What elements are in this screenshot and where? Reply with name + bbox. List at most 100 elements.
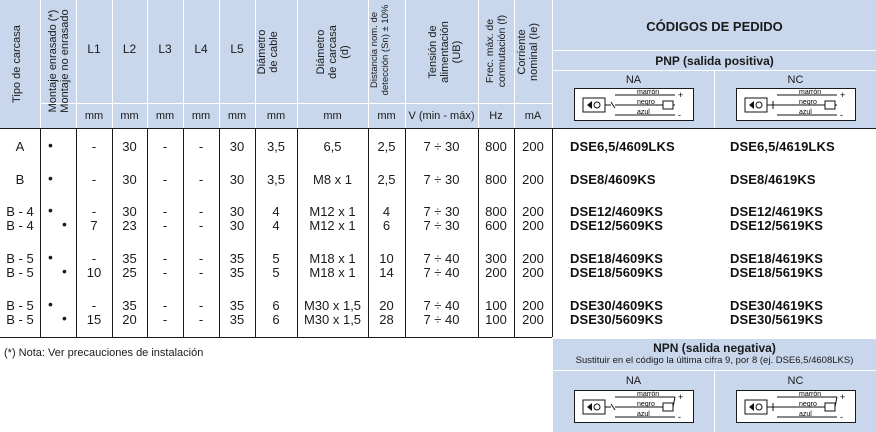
- code-na: DSE12/5609KS: [570, 218, 663, 233]
- cell-l5: 35: [229, 265, 245, 280]
- cell-l3: -: [162, 172, 168, 187]
- cell-tension: 7 ÷ 40: [423, 251, 460, 266]
- npn-nc-plus: +: [840, 392, 845, 402]
- cell-diametro-cable: 3,5: [266, 172, 286, 187]
- code-na: DSE30/4609KS: [570, 298, 663, 313]
- cell-l1: -: [91, 139, 97, 154]
- footnote: (*) Nota: Ver precauciones de instalació…: [4, 347, 204, 359]
- code-na: DSE12/4609KS: [570, 204, 663, 219]
- pnp-na-plus: +: [678, 90, 683, 100]
- cell-frecuencia: 600: [485, 218, 507, 233]
- cell-l3: -: [162, 251, 168, 266]
- cell-l2: 35: [122, 298, 137, 313]
- header-diametro-cable-2: de cable: [268, 31, 280, 73]
- header-l2: L2: [122, 42, 137, 56]
- cell-diametro-carcasa: M12 x 1: [309, 204, 356, 219]
- cell-tipo: B: [15, 172, 25, 187]
- cell-frecuencia: 800: [485, 204, 507, 219]
- npn-nc-wire-azul: azul: [799, 411, 812, 418]
- header-montaje-no-enrasado: Montaje no enrasado: [59, 9, 71, 113]
- cell-tipo: B - 4: [6, 218, 34, 233]
- cell-frecuencia: 200: [485, 265, 507, 280]
- cell-l2: 30: [122, 139, 137, 154]
- mount-flush-dot: •: [48, 137, 53, 153]
- cell-diametro-carcasa: 6,5: [323, 139, 342, 154]
- cell-distancia: 2,5: [377, 139, 396, 154]
- cell-l3: -: [162, 298, 168, 313]
- cell-l1: 7: [90, 218, 98, 233]
- cell-distancia: 2,5: [377, 172, 396, 187]
- code-nc: DSE12/4619KS: [730, 204, 823, 219]
- pnp-nc-minus: -: [840, 110, 843, 120]
- cell-distancia: 6: [382, 218, 391, 233]
- cell-corriente: 200: [522, 204, 544, 219]
- pnp-nc-plus: +: [840, 90, 845, 100]
- npn-na-label: NA: [625, 375, 642, 387]
- mount-flush-dot: •: [48, 170, 53, 186]
- header-tension-1: Tensión de: [427, 25, 439, 79]
- header-l1: L1: [87, 42, 101, 56]
- cell-distancia: 20: [379, 298, 394, 313]
- pnp-na-wire-azul: azul: [637, 109, 650, 116]
- npn-na-wire-negro: negro: [637, 401, 655, 408]
- cell-frecuencia: 300: [485, 251, 507, 266]
- unit-frec: Hz: [489, 110, 503, 122]
- header-distancia-2: detección (Sn) ± 10%: [380, 4, 391, 96]
- mount-nonflush-dot: •: [62, 310, 67, 326]
- cell-l2: 25: [122, 265, 137, 280]
- header-l3: L3: [158, 42, 172, 56]
- header-diametro-carcasa-1: Diámetro: [315, 29, 327, 75]
- cell-corriente: 200: [522, 251, 544, 266]
- codigos-title: CÓDIGOS DE PEDIDO: [646, 19, 783, 34]
- npn-title: NPN (salida negativa): [653, 341, 776, 355]
- cell-l4: -: [198, 204, 204, 219]
- mount-flush-dot: •: [48, 202, 53, 218]
- cell-distancia: 28: [379, 312, 394, 327]
- cell-tension: 7 ÷ 40: [423, 265, 460, 280]
- cell-l5: 35: [229, 312, 245, 327]
- code-na: DSE18/5609KS: [570, 265, 663, 280]
- cell-l2: 30: [122, 172, 137, 187]
- cell-tipo: B - 5: [6, 251, 34, 266]
- header-diametro-carcasa-3: (d): [339, 45, 351, 59]
- npn-na-schematic: marrón negro azul + -: [574, 390, 694, 423]
- unit-l1: mm: [84, 110, 104, 122]
- cell-tension: 7 ÷ 40: [423, 312, 460, 327]
- cell-tension: 7 ÷ 30: [423, 172, 460, 187]
- unit-l3: mm: [155, 110, 175, 122]
- npn-na-minus: -: [678, 412, 681, 422]
- code-nc: DSE30/4619KS: [730, 298, 823, 313]
- cell-l4: -: [198, 265, 204, 280]
- pnp-nc-schematic: marrón negro azul + -: [736, 88, 856, 121]
- header-diametro-carcasa-2: de carcasa: [327, 25, 339, 79]
- pnp-title: PNP (salida positiva): [655, 54, 774, 68]
- cell-tipo: B - 5: [6, 312, 34, 327]
- cell-diametro-cable: 6: [272, 312, 280, 327]
- cell-frecuencia: 800: [485, 139, 507, 154]
- code-na: DSE6,5/4609LKS: [570, 139, 675, 154]
- code-nc: DSE18/4619KS: [730, 251, 823, 266]
- unit-l2: mm: [120, 110, 139, 122]
- mount-nonflush-dot: •: [62, 263, 67, 279]
- cell-l2: 20: [122, 312, 137, 327]
- cell-diametro-cable: 4: [272, 218, 280, 233]
- cell-l5: 30: [229, 204, 245, 219]
- header-frec-2: conmutación (f): [496, 14, 508, 88]
- cell-tipo: B - 4: [6, 204, 34, 219]
- mount-nonflush-dot: •: [62, 216, 67, 232]
- cell-tipo: B - 5: [6, 298, 34, 313]
- cell-l5: 30: [229, 139, 245, 154]
- code-nc: DSE30/5619KS: [730, 312, 823, 327]
- cell-frecuencia: 100: [485, 312, 507, 327]
- cell-l4: -: [198, 218, 204, 233]
- cell-distancia: 4: [382, 204, 391, 219]
- code-na: DSE30/5609KS: [570, 312, 663, 327]
- code-nc: DSE8/4619KS: [730, 172, 816, 187]
- cell-corriente: 200: [522, 172, 544, 187]
- cell-frecuencia: 100: [485, 298, 507, 313]
- npn-na-diagram: marrón negro azul + -: [582, 391, 683, 422]
- cell-diametro-cable: 5: [272, 251, 280, 266]
- cell-l4: -: [198, 298, 204, 313]
- header-diametro-cable-1: Diámetro: [256, 29, 268, 75]
- cell-frecuencia: 800: [485, 172, 507, 187]
